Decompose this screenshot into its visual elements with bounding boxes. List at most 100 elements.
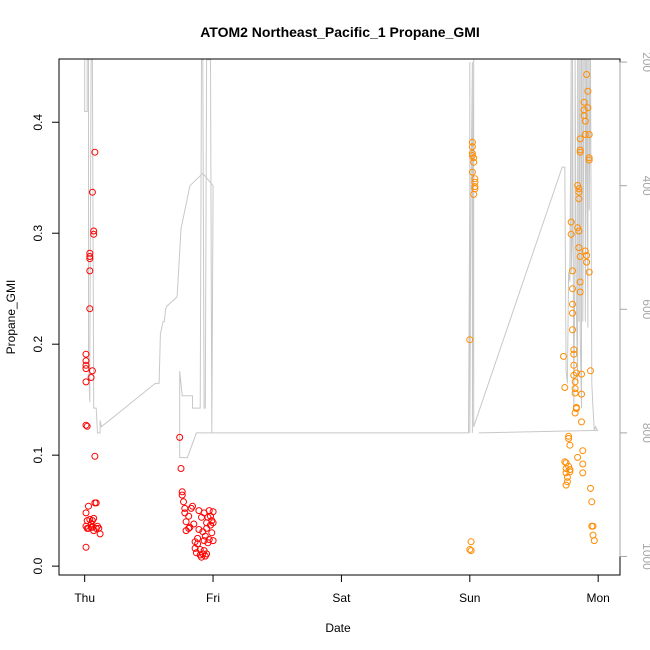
data-point-series-2 [576, 288, 584, 296]
data-point-series-1 [83, 422, 91, 430]
data-point-series-2 [468, 168, 476, 176]
data-point-series-1 [96, 530, 104, 538]
data-point-series-1 [190, 520, 198, 528]
data-point-series-1 [86, 267, 94, 275]
data-point-series-2 [587, 367, 594, 375]
data-point-series-2 [468, 138, 476, 146]
data-point-series-1 [82, 509, 90, 517]
data-point-series-2 [566, 466, 574, 474]
x-axis-label: Date [325, 621, 351, 635]
y-right-tick-label: 600 [640, 299, 650, 319]
data-point-series-2 [585, 131, 593, 138]
data-point-series-2 [569, 326, 576, 334]
data-point-series-1 [178, 488, 186, 496]
data-point-series-1 [82, 421, 90, 429]
data-point-series-1 [85, 524, 92, 532]
data-point-series-2 [471, 178, 479, 186]
data-point-series-2 [585, 154, 593, 162]
data-point-series-2 [471, 183, 479, 191]
data-point-series-2 [575, 188, 583, 196]
data-point-series-2 [579, 460, 587, 468]
y-axis-label: Propane_GMI [4, 280, 18, 355]
data-point-series-2 [576, 278, 584, 286]
data-point-series-1 [92, 499, 100, 507]
data-point-series-2 [570, 361, 578, 369]
data-point-series-1 [82, 361, 90, 369]
data-point-series-2 [579, 469, 587, 477]
data-point-series-2 [574, 453, 582, 461]
data-point-series-1 [177, 465, 185, 472]
y-axis-left: 0.0 0.1 0.2 0.3 0.4 [31, 114, 60, 574]
data-point-series-2 [470, 190, 478, 198]
data-point-series-2 [571, 385, 579, 393]
data-point-series-2 [562, 481, 570, 489]
data-point-series-1 [82, 357, 90, 365]
data-point-series-2 [470, 154, 478, 162]
data-point-series-1 [185, 524, 193, 532]
data-point-series-1 [176, 433, 184, 441]
y-tick-label: 0.3 [31, 225, 45, 242]
data-point-series-2 [566, 441, 574, 449]
data-point-series-2 [467, 538, 475, 546]
data-point-series-1 [86, 255, 94, 263]
data-point-series-1 [198, 553, 205, 561]
data-point-series-1 [185, 512, 193, 520]
data-point-series-1 [182, 518, 190, 526]
data-point-series-2 [467, 547, 475, 555]
data-point-series-1 [180, 498, 187, 506]
data-point-series-1 [85, 502, 92, 510]
x-tick-label: Mon [587, 591, 610, 605]
y-tick-label: 0.4 [31, 114, 45, 131]
data-point-series-2 [583, 258, 591, 266]
data-point-series-2 [575, 185, 583, 193]
data-point-series-1 [82, 543, 90, 551]
data-point-series-1 [209, 519, 217, 527]
data-point-series-2 [588, 498, 596, 506]
data-point-series-2 [569, 267, 576, 275]
data-point-series-2 [581, 131, 589, 138]
data-point-series-2 [581, 117, 589, 125]
data-point-series-1 [87, 374, 95, 381]
data-point-series-1 [92, 524, 100, 532]
data-point-series-2 [563, 473, 571, 481]
data-point-series-2 [471, 175, 479, 183]
y-tick-label: 0.1 [31, 447, 45, 464]
data-point-series-1 [91, 148, 99, 156]
data-point-series-1 [88, 367, 96, 375]
x-tick-label: Sat [332, 591, 351, 605]
data-point-series-1 [91, 452, 99, 460]
data-point-series-1 [203, 550, 211, 558]
data-point-series-1 [86, 305, 94, 313]
data-point-series-2 [576, 146, 584, 154]
data-point-series-2 [584, 87, 592, 95]
data-point-series-2 [468, 143, 476, 151]
x-tick-label: Thu [74, 591, 95, 605]
data-point-series-1 [209, 508, 217, 516]
data-point-series-2 [571, 409, 579, 417]
y-right-tick-label: 1000 [640, 543, 650, 570]
data-point-series-2 [574, 224, 582, 232]
data-point-series-1 [205, 536, 213, 543]
scatter-points-layer [82, 71, 598, 561]
data-point-series-2 [583, 71, 591, 78]
data-point-series-1 [90, 514, 98, 522]
data-point-series-1 [195, 526, 203, 533]
secondary-line [84, 59, 599, 459]
chart-title: ATOM2 Northeast_Pacific_1 Propane_GMI [200, 24, 480, 40]
data-point-series-2 [575, 244, 583, 252]
data-point-series-2 [578, 418, 585, 426]
x-tick-label: Sun [459, 591, 480, 605]
data-point-series-2 [567, 218, 575, 226]
data-point-series-1 [86, 253, 94, 260]
data-point-series-2 [583, 251, 591, 259]
x-axis: Thu Fri Sat Sun Mon [74, 574, 610, 605]
data-point-series-2 [569, 300, 576, 308]
data-point-series-2 [466, 546, 474, 553]
data-point-series-2 [580, 98, 588, 106]
data-point-series-2 [575, 227, 583, 235]
data-point-series-2 [585, 268, 593, 276]
data-point-series-2 [466, 336, 474, 344]
data-point-series-2 [572, 405, 580, 412]
data-point-series-1 [194, 540, 202, 548]
